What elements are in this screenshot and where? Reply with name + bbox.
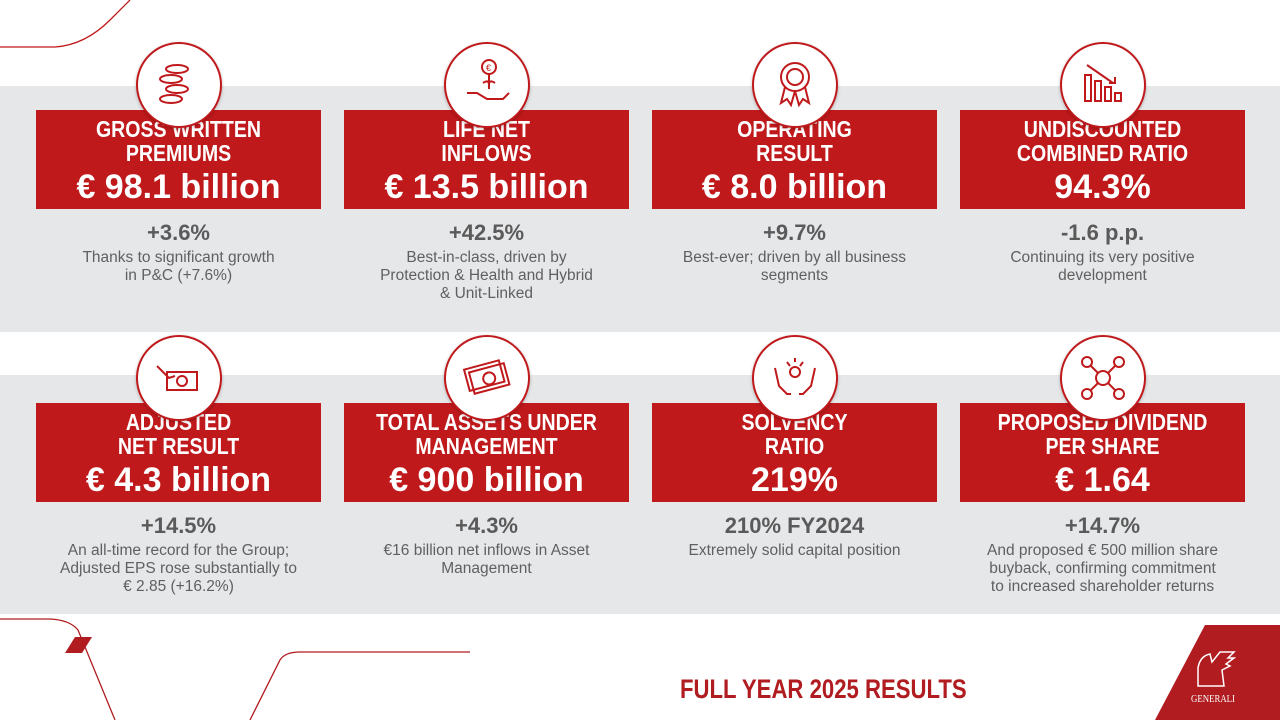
euro-network-icon <box>1081 356 1125 400</box>
icon-circle <box>1060 335 1146 421</box>
kpi-value: € 13.5 billion <box>384 168 589 206</box>
description-line: Best-in-class, driven by <box>406 249 567 266</box>
kpi-box: PROPOSED DIVIDEND PER SHARE € 1.64 <box>960 403 1245 502</box>
description-line: Protection & Health and Hybrid <box>380 267 593 284</box>
description-line: €16 billion net inflows in Asset <box>383 542 590 559</box>
description-line: Management <box>441 560 532 577</box>
kpi-card: TOTAL ASSETS UNDER MANAGEMENT € 900 billi… <box>344 335 629 577</box>
kpi-description: Thanks to significant growth in P&C (+7.6… <box>36 249 321 285</box>
kpi-value: 219% <box>751 461 838 499</box>
kpi-card: OPERATING RESULT € 8.0 billion +9.7% Best… <box>652 42 937 284</box>
description-line: Best-ever; driven by all business <box>682 249 907 266</box>
kpi-card: SOLVENCY RATIO 219% 210% FY2024 Extremely… <box>652 335 937 565</box>
description-line: And proposed € 500 million share <box>987 542 1218 559</box>
hand-banknote-icon <box>156 365 198 391</box>
kpi-card: UNDISCOUNTED COMBINED RATIO 94.3% -1.6 p.… <box>960 42 1245 284</box>
description-line: Adjusted EPS rose substantially to <box>60 560 297 577</box>
icon-circle <box>752 42 838 128</box>
kpi-box: UNDISCOUNTED COMBINED RATIO 94.3% <box>960 110 1245 209</box>
kpi-title: TOTAL ASSETS UNDER MANAGEMENT <box>376 409 597 459</box>
kpi-card: € LIFE NET INFLOWS € 13.5 billion +42.5% … <box>344 42 629 302</box>
kpi-description: Best-in-class, driven by Protection & Hea… <box>344 249 629 303</box>
kpi-change: +4.3% <box>455 513 518 538</box>
description-line: & Unit-Linked <box>439 285 534 302</box>
kpi-change: +9.7% <box>763 220 826 245</box>
description-line: Extremely solid capital position <box>688 542 901 559</box>
kpi-description: €16 billion net inflows in Asset Manageme… <box>344 542 629 578</box>
banknotes-icon <box>462 359 511 395</box>
kpi-description: Continuing its very positive development <box>960 249 1245 285</box>
kpi-description: Extremely solid capital position <box>652 542 937 560</box>
generali-logo: GENERALI <box>1178 648 1248 705</box>
description-line: to increased shareholder returns <box>990 578 1215 595</box>
kpi-card: PROPOSED DIVIDEND PER SHARE € 1.64 +14.7%… <box>960 335 1245 595</box>
kpi-change: +14.5% <box>140 513 217 538</box>
icon-circle <box>752 335 838 421</box>
kpi-value: € 1.64 <box>1055 461 1150 499</box>
kpi-title: UNDISCOUNTED COMBINED RATIO <box>1016 116 1189 166</box>
description-line: An all-time record for the Group; <box>67 542 290 559</box>
hands-euro-icon <box>774 358 816 395</box>
icon-circle <box>444 335 530 421</box>
coins-icon <box>159 64 189 104</box>
lion-icon <box>1197 651 1237 687</box>
icon-circle <box>136 42 222 128</box>
kpi-value: € 98.1 billion <box>76 168 281 206</box>
kpi-description: Best-ever; driven by all business segment… <box>652 249 937 285</box>
description-line: segments <box>760 267 829 284</box>
kpi-change: -1.6 p.p. <box>1060 220 1145 245</box>
footer-title: FULL YEAR 2025 RESULTS <box>680 674 967 704</box>
kpi-change: +42.5% <box>448 220 525 245</box>
kpi-description: And proposed € 500 million share buyback,… <box>960 542 1245 596</box>
icon-circle <box>1060 42 1146 128</box>
icon-circle: € <box>444 42 530 128</box>
description-line: € 2.85 (+16.2%) <box>123 578 234 595</box>
description-line: buyback, confirming commitment <box>989 560 1216 577</box>
icon-circle <box>136 335 222 421</box>
kpi-card: GROSS WRITTEN PREMIUMS € 98.1 billion +3.… <box>36 42 321 284</box>
kpi-change: 210% FY2024 <box>724 513 865 538</box>
description-line: Thanks to significant growth <box>82 249 275 266</box>
euro-award-icon <box>779 62 811 108</box>
kpi-value: € 900 billion <box>389 461 584 499</box>
hand-euro-plant-icon: € <box>467 59 510 100</box>
kpi-value: € 8.0 billion <box>701 168 888 206</box>
kpi-value: € 4.3 billion <box>85 461 272 499</box>
kpi-card: ADJUSTED NET RESULT € 4.3 billion +14.5% … <box>36 335 321 595</box>
kpi-value: 94.3% <box>1054 168 1151 206</box>
declining-bar-chart-icon <box>1084 64 1122 102</box>
svg-text:€: € <box>486 63 491 73</box>
description-line: Continuing its very positive <box>1010 249 1195 266</box>
description-line: in P&C (+7.6%) <box>124 267 233 284</box>
kpi-title: PROPOSED DIVIDEND PER SHARE <box>997 409 1208 459</box>
kpi-change: +14.7% <box>1064 513 1141 538</box>
kpi-change: +3.6% <box>147 220 210 245</box>
description-line: development <box>1058 267 1147 284</box>
kpi-description: An all-time record for the Group; Adjuste… <box>36 542 321 596</box>
